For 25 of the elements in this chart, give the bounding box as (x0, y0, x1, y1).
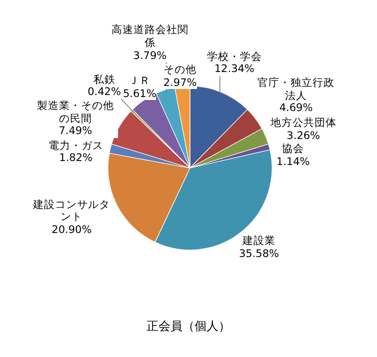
data-label: 12.34% (213, 63, 256, 76)
data-label: 1.82% (58, 152, 94, 166)
slice-label: 製造業・その他の民間 (36, 100, 115, 126)
slice-label: ＪＲ (128, 75, 152, 88)
slice-label: 地方公共団体 (270, 116, 336, 130)
data-label: 4.69% (278, 102, 314, 115)
data-label: 20.90% (50, 224, 93, 237)
data-label: 3.26% (286, 130, 322, 142)
slice-label: 私鉄 (92, 74, 116, 86)
data-label: 35.58% (238, 248, 279, 261)
slice-label: 官庁・独立行政法人 (256, 77, 336, 102)
slice-label: 協会 (281, 143, 306, 156)
slice-label: 建設業 (241, 235, 276, 248)
text: 正会員（個人） (146, 318, 232, 335)
slice-label: 電力・ガス (48, 140, 104, 152)
data-label: 3.79% (132, 50, 168, 62)
slice-label: 学校・学会 (206, 50, 262, 64)
data-label: 2.97% (163, 76, 197, 90)
slice-label: 建設コンサルタント (32, 198, 112, 224)
data-label: 7.49% (58, 125, 94, 138)
slice-label: その他 (163, 64, 197, 77)
data-label: 1.14% (276, 156, 310, 169)
data-label: 5.61% (122, 88, 156, 100)
data-label: 0.42% (88, 86, 121, 99)
slice-label: 高速道路会社関係 (110, 24, 190, 50)
